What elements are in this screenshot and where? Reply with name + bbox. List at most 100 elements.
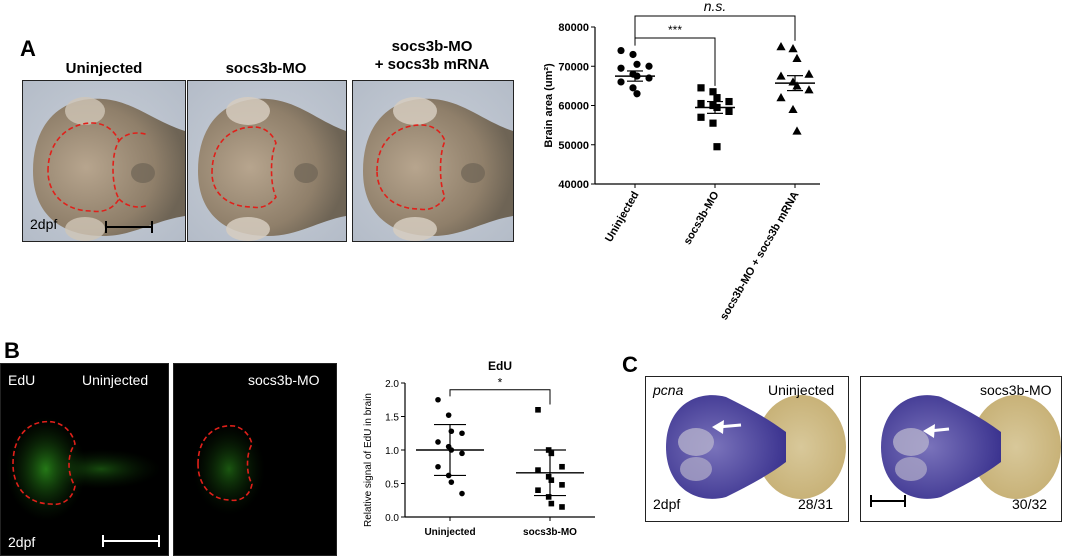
x-tick-label: socs3b-MO: [682, 189, 722, 247]
scale-bar-right-cap: [151, 221, 153, 233]
data-point: [792, 53, 802, 62]
pcna-scale-bar-right-cap: [904, 495, 906, 507]
scale-bar: [105, 226, 153, 228]
data-point: [435, 439, 441, 445]
pcna-count-uninjected: 28/31: [798, 496, 834, 512]
data-point: [545, 474, 552, 480]
data-point: [633, 90, 641, 98]
data-point: [459, 430, 465, 437]
pcna-image-socs3b-mo: [860, 376, 1062, 522]
y-axis-label: Brain area (um²): [543, 63, 555, 148]
chart-title: EdU: [488, 359, 512, 373]
y-tick-label: 80000: [558, 22, 589, 34]
data-point: [709, 119, 717, 127]
data-point: [459, 450, 465, 457]
data-point: [535, 487, 541, 493]
significance-label-ns: n.s.: [704, 0, 727, 14]
significance-bracket-ns: [634, 15, 796, 41]
data-point: [629, 50, 637, 59]
x-tick-label: Uninjected: [424, 527, 475, 538]
data-point: [559, 463, 565, 470]
y-tick-label: 70000: [558, 61, 589, 73]
image-title-rescue: socs3b-MO + socs3b mRNA: [374, 38, 490, 73]
panel-letter-a: A: [20, 36, 36, 61]
data-point: [709, 101, 717, 110]
data-point: [804, 69, 814, 78]
brain-area-chart: 40000 50000 60000 70000 80000 Brain area (um²…: [543, 0, 820, 322]
edu-label: EdU: [8, 372, 36, 388]
data-point: [548, 500, 555, 507]
data-point: [559, 504, 565, 510]
data-point: [788, 43, 798, 53]
data-point: [535, 467, 541, 473]
data-point: [792, 126, 802, 135]
data-point: [776, 71, 786, 80]
data-point: [804, 85, 814, 94]
y-tick-label: 40000: [558, 179, 589, 191]
scale-bar-left-cap: [105, 221, 107, 233]
edu-image-uninjected: [0, 363, 169, 556]
edu-scale-bar-right-cap: [158, 535, 160, 547]
x-tick-label: socs3b-MO: [523, 527, 577, 538]
y-tick-label: 1.0: [385, 446, 399, 457]
data-point: [617, 46, 625, 55]
data-point: [535, 407, 541, 413]
y-tick-label: 0.5: [385, 480, 399, 491]
edu-scale-bar-left-cap: [102, 535, 104, 547]
significance-label: *: [498, 375, 503, 389]
edu-image-socs3b-mo: [173, 363, 337, 556]
stage-label-2dpf: 2dpf: [30, 216, 58, 232]
data-point: [709, 88, 717, 96]
data-point: [445, 412, 452, 418]
data-point: [788, 104, 798, 114]
y-axis-label: Relative signal of EdU in brain: [363, 393, 374, 527]
data-point: [548, 450, 555, 457]
pcna-scale-bar-left-cap: [870, 495, 872, 507]
significance-bracket: [449, 389, 551, 405]
edu-chart: EdU 0.0 0.5 1.0 1.5 2.0 Relative signal of EdU…: [363, 359, 595, 538]
data-point: [697, 84, 705, 92]
pcna-count-socs3b-mo: 30/32: [1012, 496, 1048, 512]
y-tick-label: 0.0: [385, 513, 399, 524]
data-point: [697, 99, 705, 108]
data-point: [545, 494, 552, 500]
data-point: [559, 482, 565, 488]
data-point: [435, 463, 441, 470]
data-point: [725, 107, 733, 115]
pcna-stage-label: 2dpf: [653, 496, 681, 512]
pcna-scale-bar: [870, 500, 906, 502]
data-point: [776, 42, 786, 51]
data-point: [617, 64, 625, 72]
pcna-socs3b-mo-label: socs3b-MO: [980, 382, 1052, 398]
brightfield-image-rescue: [352, 80, 514, 242]
data-point: [448, 428, 455, 435]
x-tick-label: socs3b-MO + socs3b mRNA: [718, 189, 802, 322]
x-tick-label: Uninjected: [603, 190, 642, 245]
data-point: [697, 113, 705, 121]
panel-letter-c: C: [622, 352, 638, 377]
data-point: [629, 84, 637, 92]
edu-scale-bar: [102, 540, 160, 542]
pcna-uninjected-label: Uninjected: [768, 382, 835, 398]
edu-uninjected-label: Uninjected: [82, 372, 149, 388]
pcna-gene-label: pcna: [653, 382, 684, 398]
y-tick-label: 60000: [558, 101, 589, 113]
brightfield-image-uninjected: [22, 80, 186, 242]
data-point: [725, 97, 733, 106]
y-tick-label: 2.0: [385, 379, 399, 390]
brightfield-image-socs3b-mo: [187, 80, 347, 242]
significance-label: ***: [668, 23, 682, 37]
data-point: [713, 94, 721, 102]
data-point: [617, 78, 625, 86]
data-point: [548, 477, 555, 483]
edu-socs3b-mo-label: socs3b-MO: [248, 372, 320, 388]
edu-stage-label: 2dpf: [8, 534, 36, 550]
significance-bracket: [634, 37, 716, 86]
data-point: [459, 490, 465, 497]
data-point: [713, 143, 721, 151]
data-point: [645, 62, 653, 70]
data-point: [633, 60, 641, 68]
data-point: [776, 93, 786, 102]
data-point: [448, 479, 455, 485]
panel-letter-b: B: [4, 338, 20, 363]
